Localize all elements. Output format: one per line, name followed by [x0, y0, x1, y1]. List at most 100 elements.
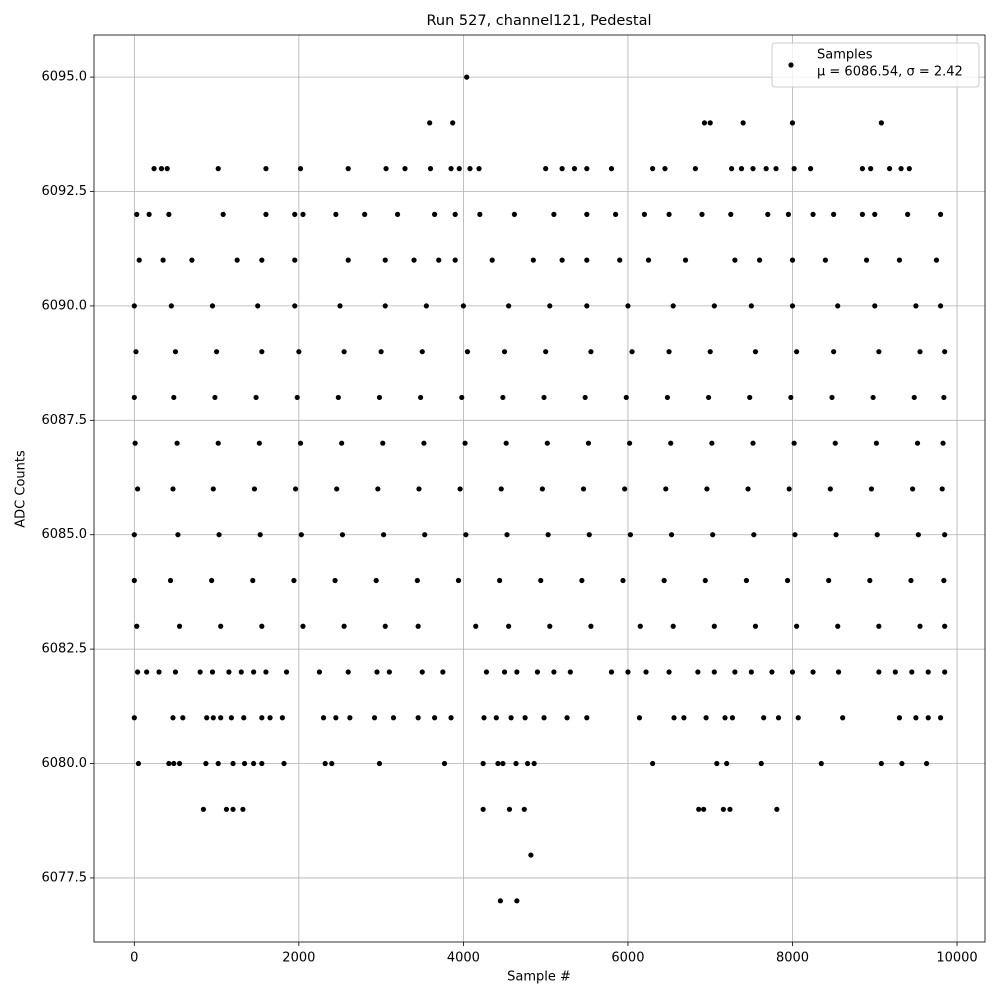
point	[259, 623, 265, 629]
point	[637, 623, 643, 629]
point	[241, 760, 248, 767]
point	[923, 760, 930, 767]
point	[826, 577, 832, 584]
y-tick-label: 6087.5	[42, 413, 88, 428]
point	[732, 257, 738, 263]
point	[913, 715, 919, 721]
point	[436, 257, 442, 263]
point	[506, 623, 512, 629]
point	[238, 669, 244, 675]
point	[171, 760, 177, 767]
point	[156, 669, 162, 675]
y-tick-label: 6092.5	[42, 184, 88, 199]
point	[538, 577, 544, 584]
point	[942, 349, 948, 355]
point	[189, 257, 195, 263]
point	[134, 211, 140, 217]
point	[544, 440, 550, 446]
point	[810, 211, 816, 217]
point	[415, 623, 421, 629]
point	[643, 669, 649, 675]
point	[786, 486, 792, 492]
y-tick-label: 6077.5	[42, 870, 88, 885]
point	[917, 349, 923, 355]
point	[292, 257, 298, 263]
point	[699, 211, 705, 217]
point	[729, 715, 736, 721]
point	[878, 760, 884, 767]
point	[158, 166, 165, 172]
point	[380, 532, 387, 538]
point	[584, 166, 590, 172]
point	[230, 806, 236, 812]
point	[941, 577, 947, 584]
point	[728, 211, 734, 217]
point	[682, 257, 689, 263]
point	[263, 211, 269, 217]
point	[506, 303, 512, 309]
point	[710, 532, 716, 538]
point	[292, 486, 299, 492]
point	[234, 257, 240, 263]
y-tick-label: 6095.0	[42, 70, 88, 85]
point	[432, 715, 438, 721]
point	[291, 577, 297, 584]
point	[939, 486, 945, 492]
point	[534, 669, 541, 675]
point	[873, 440, 880, 446]
point	[131, 532, 137, 538]
point	[835, 303, 841, 309]
point	[711, 303, 717, 309]
point	[371, 715, 378, 721]
x-axis-label: Sample #	[507, 970, 571, 985]
point	[627, 532, 634, 538]
point	[146, 211, 152, 217]
point	[789, 669, 796, 675]
point	[131, 394, 137, 401]
point	[220, 211, 226, 217]
point	[784, 577, 791, 584]
point	[835, 623, 841, 629]
point	[911, 394, 917, 401]
point	[745, 486, 751, 492]
point	[480, 760, 486, 767]
point	[259, 257, 265, 263]
point	[362, 211, 368, 217]
point	[203, 760, 209, 767]
point	[456, 166, 462, 172]
plot-frame	[93, 34, 986, 943]
point	[131, 303, 137, 309]
point	[131, 715, 137, 721]
point	[483, 669, 490, 675]
point	[480, 806, 486, 812]
point	[172, 669, 179, 675]
point	[727, 806, 733, 812]
point	[215, 440, 221, 446]
point	[940, 440, 946, 446]
point	[868, 166, 874, 172]
point	[571, 166, 578, 172]
point	[668, 532, 675, 538]
legend-box	[771, 42, 980, 88]
point	[506, 806, 513, 812]
point	[204, 715, 210, 721]
point	[297, 166, 304, 172]
point	[789, 120, 796, 126]
point	[337, 303, 343, 309]
point	[833, 532, 839, 538]
point	[792, 532, 798, 538]
point	[452, 211, 458, 217]
point	[166, 211, 172, 217]
point	[650, 760, 656, 767]
point	[432, 211, 438, 217]
point	[774, 806, 780, 812]
point	[582, 394, 588, 401]
point	[750, 440, 756, 446]
point	[180, 715, 186, 721]
point	[925, 715, 931, 721]
point	[170, 715, 176, 721]
point	[209, 303, 216, 309]
point	[530, 257, 536, 263]
point	[415, 715, 421, 721]
point	[720, 806, 726, 812]
